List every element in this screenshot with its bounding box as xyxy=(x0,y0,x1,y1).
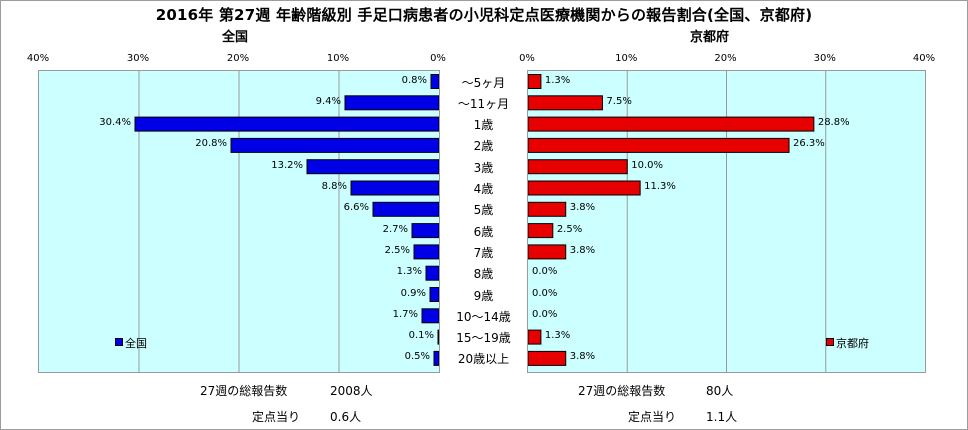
age-category-label: 2歳 xyxy=(473,139,494,154)
kyoto-legend-label: 京都府 xyxy=(836,337,869,350)
national-value-label: 1.7% xyxy=(392,308,418,320)
kyoto-plot-area xyxy=(527,70,926,373)
kyoto-value-label: 7.5% xyxy=(606,95,632,107)
age-category-label: 20歳以上 xyxy=(457,352,510,367)
national-subtitle: 全国 xyxy=(222,30,249,45)
national-total-label: 27週の総報告数 xyxy=(200,384,288,398)
national-plot-area xyxy=(38,70,440,373)
kyoto-bars xyxy=(528,71,827,372)
national-bar xyxy=(437,329,439,345)
national-value-label: 13.2% xyxy=(271,159,303,171)
national-bar xyxy=(430,74,439,89)
age-category-label: 4歳 xyxy=(473,182,494,196)
kyoto-bar xyxy=(528,244,567,260)
national-bar xyxy=(350,180,439,196)
kyoto-bar xyxy=(528,350,567,366)
national-x-tick-label: 30% xyxy=(126,53,150,64)
kyoto-value-label: 3.8% xyxy=(569,351,596,363)
national-value-label: 9.4% xyxy=(315,95,341,107)
kyoto-value-label: 0.0% xyxy=(532,266,558,278)
kyoto-value-label: 3.8% xyxy=(569,244,596,256)
national-bar xyxy=(433,350,439,366)
kyoto-bar xyxy=(528,201,567,217)
age-category-label: 〜11ヶ月 xyxy=(457,96,510,111)
kyoto-bar xyxy=(528,74,542,89)
kyoto-x-tick-label: 10% xyxy=(615,53,638,64)
kyoto-x-tick-label: 40% xyxy=(912,53,936,64)
kyoto-value-label: 3.8% xyxy=(569,202,596,214)
kyoto-per-label: 定点当り xyxy=(628,410,677,424)
age-category-label: 1歳 xyxy=(473,118,494,133)
national-value-label: 0.5% xyxy=(404,351,430,363)
kyoto-value-label: 1.3% xyxy=(544,330,571,342)
national-value-label: 20.8% xyxy=(195,138,227,150)
national-value-label: 30.4% xyxy=(99,117,131,129)
national-bar xyxy=(425,265,439,281)
kyoto-per-value: 1.1人 xyxy=(706,410,738,424)
national-bar xyxy=(230,137,439,153)
national-bar xyxy=(372,201,439,217)
kyoto-bar xyxy=(528,116,815,132)
age-category-label: 〜5ヶ月 xyxy=(461,75,506,90)
kyoto-legend-swatch xyxy=(826,338,834,346)
national-bar xyxy=(411,223,439,239)
kyoto-x-tick-label: 20% xyxy=(714,53,737,64)
age-category-label: 8歳 xyxy=(473,267,494,282)
national-x-tick-label: 20% xyxy=(226,53,250,64)
national-x-tick-label: 0% xyxy=(430,53,446,64)
kyoto-x-tick-label: 0% xyxy=(519,53,535,64)
age-category-label: 6歳 xyxy=(473,224,494,239)
kyoto-bar xyxy=(528,223,554,239)
kyoto-bar xyxy=(528,95,603,111)
national-bar xyxy=(413,244,439,260)
kyoto-bar xyxy=(528,329,542,345)
national-total-value: 2008人 xyxy=(330,384,373,398)
national-value-label: 0.1% xyxy=(408,330,434,342)
kyoto-bar xyxy=(528,180,641,196)
kyoto-total-label: 27週の総報告数 xyxy=(578,384,666,398)
kyoto-value-label: 10.0% xyxy=(631,159,664,171)
national-value-label: 1.3% xyxy=(396,266,422,278)
national-value-label: 6.6% xyxy=(343,202,369,214)
national-value-label: 2.7% xyxy=(382,223,408,235)
age-category-label: 15〜19歳 xyxy=(456,331,511,346)
kyoto-value-label: 0.0% xyxy=(532,308,558,320)
kyoto-x-tick-label: 30% xyxy=(813,53,836,64)
age-category-label: 9歳 xyxy=(473,288,494,303)
national-legend-swatch xyxy=(115,338,123,346)
national-bar xyxy=(429,287,439,302)
kyoto-value-label: 2.5% xyxy=(556,223,583,235)
age-category-label: 3歳 xyxy=(473,160,494,175)
national-value-label: 0.8% xyxy=(401,74,427,86)
kyoto-total-value: 80人 xyxy=(706,384,734,398)
national-legend-label: 全国 xyxy=(125,337,147,350)
national-value-label: 0.9% xyxy=(400,287,426,299)
kyoto-subtitle: 京都府 xyxy=(690,30,730,45)
national-value-label: 2.5% xyxy=(384,244,410,256)
age-category-label: 10〜14歳 xyxy=(456,309,511,324)
national-bar xyxy=(344,95,439,111)
national-per-label: 定点当り xyxy=(252,410,301,424)
kyoto-value-label: 0.0% xyxy=(532,287,558,299)
national-per-value: 0.6人 xyxy=(330,410,362,424)
national-bar xyxy=(306,159,439,175)
national-legend: 全国 xyxy=(115,335,147,351)
kyoto-bar xyxy=(528,137,790,153)
chart-title: 2016年 第27週 年齢階級別 手足口病患者の小児科定点医療機関からの報告割合… xyxy=(155,6,813,24)
kyoto-value-label: 1.3% xyxy=(544,74,571,86)
kyoto-value-label: 28.8% xyxy=(817,117,850,129)
national-bar xyxy=(134,116,439,132)
national-x-tick-label: 40% xyxy=(26,53,50,64)
kyoto-bar xyxy=(528,159,628,175)
kyoto-value-label: 26.3% xyxy=(793,138,825,150)
age-category-label: 7歳 xyxy=(473,245,494,260)
national-bars xyxy=(134,71,439,372)
national-value-label: 8.8% xyxy=(321,181,347,192)
kyoto-value-label: 11.3% xyxy=(644,181,676,192)
age-category-label: 5歳 xyxy=(473,203,494,218)
national-bar xyxy=(421,308,439,324)
national-x-tick-label: 10% xyxy=(326,53,350,64)
kyoto-legend: 京都府 xyxy=(826,335,869,351)
